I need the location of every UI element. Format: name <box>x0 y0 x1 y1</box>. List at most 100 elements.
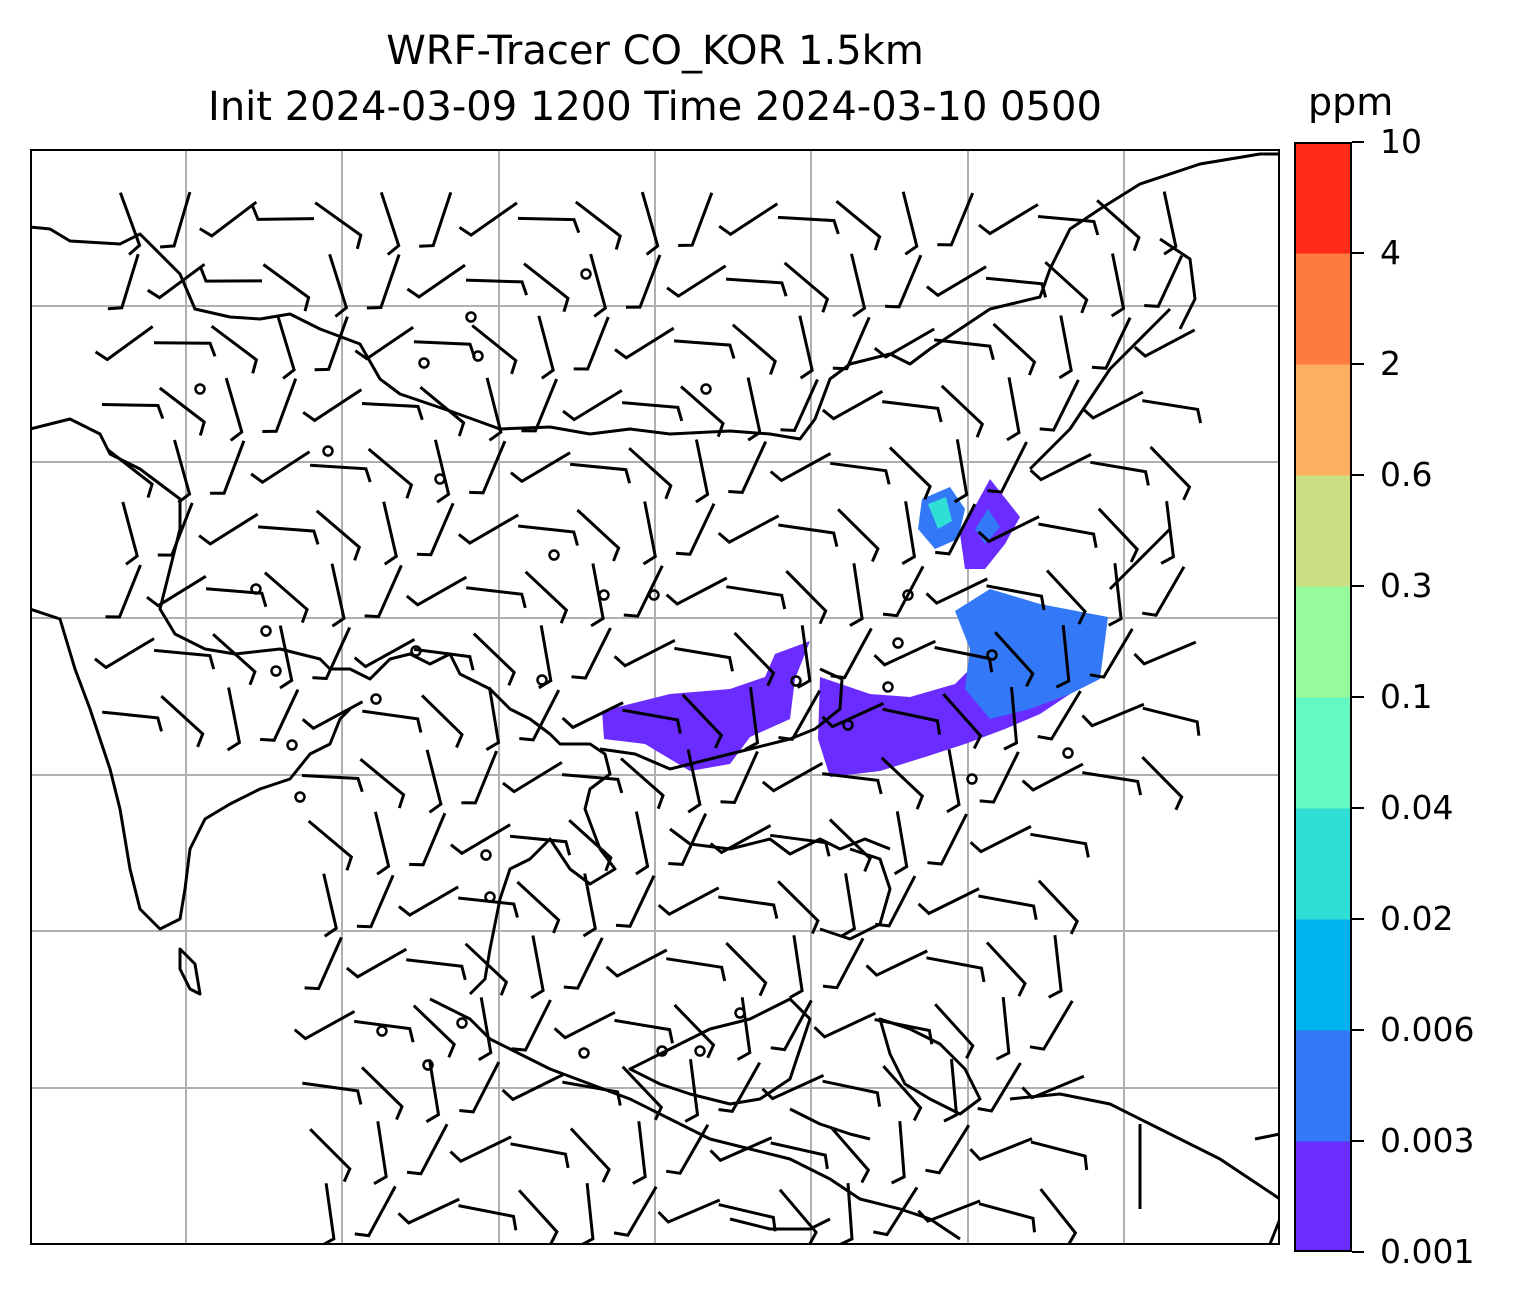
wind-barb <box>519 689 561 742</box>
calm-wind-marker <box>700 383 712 395</box>
colorbar-tick-mark <box>1352 474 1364 476</box>
wind-barb <box>589 253 608 318</box>
wind-barb <box>882 1065 923 1122</box>
wind-barb <box>419 386 466 437</box>
wind-barb <box>262 263 311 312</box>
colorbar-tick-label: 0.04 <box>1380 788 1454 827</box>
wind-barb <box>665 576 728 606</box>
wind-barb <box>728 440 768 494</box>
wind-barb <box>725 942 768 997</box>
wind-barb <box>312 626 352 681</box>
tracer-core-north <box>928 497 952 529</box>
wind-barb <box>304 936 343 991</box>
wind-barb <box>822 1079 882 1107</box>
colorbar-tick-label: 0.3 <box>1380 566 1433 605</box>
wind-barb <box>778 523 839 547</box>
colorbar-tick-label: 0.006 <box>1380 1010 1475 1049</box>
colorbar-tick-mark <box>1352 696 1364 698</box>
wind-barb <box>409 812 447 867</box>
wind-barb <box>466 586 527 609</box>
colorbar-segment <box>1294 808 1352 920</box>
colorbar-tick-mark <box>1352 585 1364 587</box>
wind-barb <box>882 707 942 735</box>
wind-barb <box>1048 935 1063 999</box>
wind-barb <box>657 1198 721 1224</box>
wind-barb <box>620 757 665 810</box>
wind-barb <box>1081 390 1144 420</box>
wind-barb <box>469 440 507 495</box>
wind-barb <box>205 587 268 608</box>
colorbar-segment <box>1294 142 1352 254</box>
wind-barb <box>1021 1074 1085 1100</box>
wind-barb <box>995 996 1011 1061</box>
wind-barb <box>937 192 975 247</box>
colorbar-tick-label: 0.1 <box>1380 677 1433 716</box>
wind-barb <box>880 756 925 810</box>
colorbar-segment <box>1294 586 1352 698</box>
wind-barb <box>373 811 391 876</box>
wind-barb <box>1082 771 1143 796</box>
wind-barb <box>146 263 206 300</box>
wind-barb <box>632 1121 647 1185</box>
wind-barb <box>379 191 401 256</box>
wind-barb <box>105 564 142 619</box>
tracer-plume-east <box>955 589 1108 719</box>
wind-barb <box>934 338 995 361</box>
wind-barb <box>458 896 519 918</box>
wind-barb <box>917 887 980 916</box>
colorbar-border <box>1294 142 1352 1252</box>
wind-barb <box>709 1136 773 1163</box>
wind-barb <box>562 1080 622 1106</box>
wind-barb <box>865 949 928 977</box>
calm-wind-marker <box>286 739 298 751</box>
wind-barb <box>969 1137 1033 1162</box>
wind-barb <box>925 577 988 605</box>
wind-barb <box>1142 706 1201 736</box>
tracer-concentration-field <box>602 479 1108 777</box>
calm-wind-marker <box>648 589 660 601</box>
calm-wind-marker <box>656 1045 668 1057</box>
calm-wind-marker <box>472 350 484 362</box>
wind-barb <box>1003 686 1019 751</box>
wind-barb <box>822 772 883 795</box>
wind-barb <box>530 935 545 1000</box>
wind-barb <box>673 1003 716 1059</box>
wind-barb <box>623 565 664 618</box>
wind-barb <box>725 277 788 297</box>
wind-barb <box>569 462 632 484</box>
colorbar-units: ppm <box>1308 80 1394 124</box>
wind-barb <box>987 441 1028 494</box>
calm-wind-marker <box>484 891 496 903</box>
wind-barb <box>278 625 294 690</box>
wind-barb <box>832 316 871 371</box>
wind-barb <box>157 502 194 557</box>
wind-barb <box>94 325 154 362</box>
wind-barb <box>978 1202 1036 1233</box>
wind-barb <box>314 201 363 250</box>
wind-barb <box>153 648 216 670</box>
wind-barb <box>360 1066 404 1121</box>
wind-barb <box>731 323 777 376</box>
wind-barb <box>472 632 516 686</box>
wind-barb <box>613 638 676 668</box>
wind-barb <box>675 503 716 556</box>
wind-barb <box>893 811 909 876</box>
wind-barb <box>561 701 624 730</box>
wind-barb <box>621 401 684 422</box>
wind-barb <box>873 327 935 359</box>
wind-barb <box>1038 522 1098 548</box>
wind-barb <box>1081 702 1145 728</box>
wind-barb <box>502 761 563 794</box>
wind-barb <box>257 525 320 545</box>
calm-wind-marker <box>694 1045 706 1057</box>
wind-barb <box>210 325 259 374</box>
colorbar-segment <box>1294 1141 1352 1252</box>
wind-barb <box>850 253 867 318</box>
wind-barb <box>158 386 206 436</box>
wind-barb <box>1037 215 1100 236</box>
wind-barb <box>785 570 828 625</box>
wind-barb <box>613 1186 658 1237</box>
wind-barb <box>666 957 727 982</box>
wind-barb <box>888 446 932 500</box>
wind-barb <box>314 316 349 372</box>
